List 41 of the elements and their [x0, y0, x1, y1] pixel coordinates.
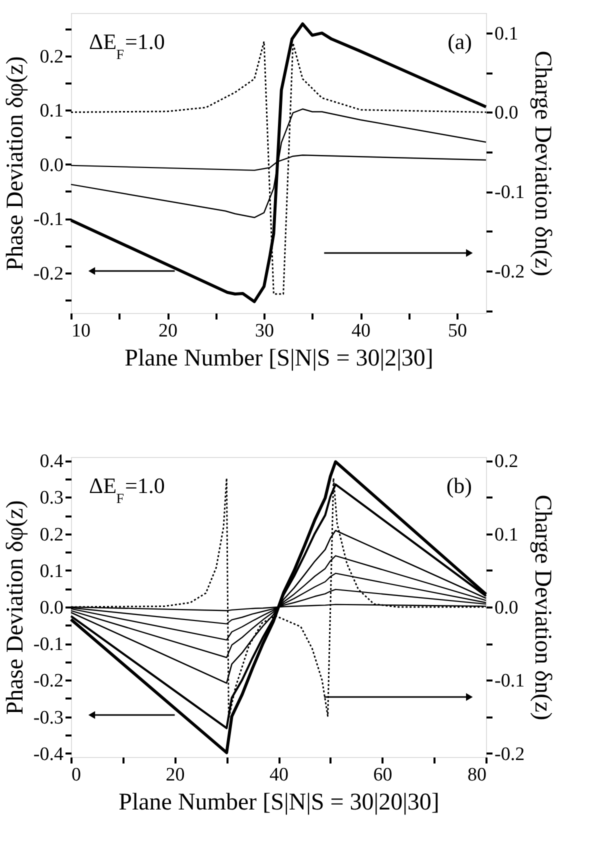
annotation: (b) — [446, 473, 472, 498]
x-tick-label: 20 — [166, 764, 185, 786]
y2-tick-label: 0.2 — [494, 451, 518, 472]
y2-axis-title: Charge Deviation δn(z) — [530, 494, 556, 720]
x-tick-label: 10 — [72, 320, 90, 342]
y-axis-title: Phase Deviation δφ(z) — [2, 500, 28, 715]
x-tick-label: 40 — [270, 764, 288, 786]
y-tick-label: -0.1 — [33, 634, 64, 656]
annotation: (a) — [448, 29, 472, 54]
y-tick-label: -0.3 — [33, 707, 64, 728]
x-axis-title: Plane Number [S|N|S = 30|20|30] — [118, 790, 440, 816]
y2-tick-label: -0.1 — [494, 670, 525, 692]
y-tick-label: -0.1 — [33, 209, 64, 230]
x-tick-label: 80 — [468, 764, 486, 786]
y-tick-label: -0.2 — [33, 670, 64, 692]
y2-tick-label: -0.2 — [494, 744, 525, 765]
y2-tick-label: 0.1 — [494, 524, 518, 546]
y-tick-label: 0.1 — [40, 100, 64, 122]
y-tick-label: 0.3 — [40, 488, 64, 509]
y2-tick-label: 0.0 — [494, 598, 518, 618]
y-tick-label: 0.2 — [40, 524, 64, 546]
y-tick-label: 0.2 — [40, 46, 64, 68]
y-tick-label: -0.2 — [33, 263, 64, 284]
y2-tick-label: 0.0 — [494, 102, 518, 124]
x-axis-title: Plane Number [S|N|S = 30|2|30] — [124, 346, 434, 372]
y-tick-label: 0.0 — [40, 154, 64, 176]
y-tick-label: 0.4 — [40, 451, 64, 472]
x-tick-label: 20 — [158, 320, 178, 342]
x-tick-label: 50 — [448, 320, 468, 342]
x-tick-label: 40 — [352, 320, 371, 342]
y-tick-label: 0.1 — [40, 560, 64, 582]
y2-tick-label: 0.1 — [494, 23, 518, 44]
x-tick-label: 30 — [255, 320, 274, 342]
y2-tick-label: -0.1 — [494, 182, 525, 204]
y2-axis-title: Charge Deviation δn(z) — [530, 50, 556, 276]
y-axis-title: Phase Deviation δφ(z) — [2, 56, 28, 271]
y-tick-label: 0.0 — [40, 598, 64, 618]
x-tick-label: 0 — [72, 764, 81, 786]
y2-tick-label: -0.2 — [494, 261, 525, 282]
x-tick-label: 60 — [373, 764, 392, 786]
y-tick-label: -0.4 — [33, 744, 64, 765]
